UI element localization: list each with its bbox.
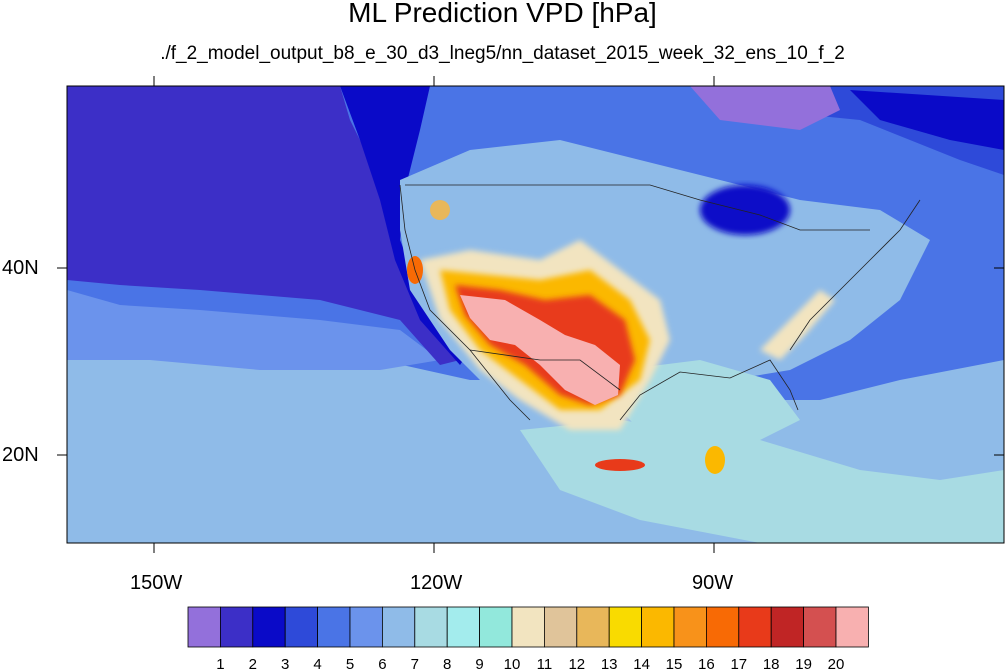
field-canada-blue [430,86,1004,175]
colorbar-tick-label: 2 [249,656,257,672]
colorbar-tick-label: 6 [378,656,386,672]
vpd-field [67,86,1004,543]
colorbar-tick-label: 1 [216,656,224,672]
coastline-west [399,184,531,421]
field-se-coast [760,290,835,360]
x-label-90w: 90W [692,572,734,594]
colorbar-tick-label: 20 [828,656,845,672]
y-label-40n: 40N [2,257,39,279]
coastline-east [789,199,921,351]
coastlines [399,184,921,421]
field-labrador [850,90,1004,150]
border-us-mexico [469,349,621,391]
coastline-gulf [619,359,799,421]
field-sw-pink [460,295,620,405]
colorbar-swatch [641,606,675,648]
colorbar-swatch [381,606,416,648]
field-hudson [690,86,840,130]
colorbar-swatch [706,606,740,648]
colorbar-tick-label: 7 [411,656,419,672]
colorbar-swatch [576,606,610,648]
colorbar-swatch [349,606,383,648]
colorbar-tick-label: 16 [698,656,715,672]
colorbar-swatch [317,606,351,648]
colorbar-tick-label: 10 [504,656,521,672]
colorbar-swatch [284,606,319,648]
colorbar-swatch [414,606,448,648]
field-great-lakes [700,185,790,235]
axis-ticks [57,76,1004,553]
field-hot-spot-3 [430,200,450,220]
colorbar-swatch [770,606,805,648]
colorbar-tick-label: 4 [313,656,321,672]
colorbar-swatch [835,606,869,648]
y-label-20n: 20N [2,444,39,466]
colorbar-tick-label: 18 [763,656,780,672]
field-coastal-dark [340,86,470,365]
map-title: ML Prediction VPD [hPa] [348,0,657,28]
field-mid-ocean [67,290,440,370]
field-hot-spot-1 [595,459,645,471]
colorbar-swatch [544,606,578,648]
border-us-canada [405,184,870,231]
colorbar-swatch [187,606,221,648]
colorbar: 1 2 3 4 5 6 7 8 9 10 11 12 13 14 15 16 17 18 19 20 [187,606,869,672]
x-label-120w: 120W [410,572,463,594]
colorbar-swatch [673,606,707,648]
field-tropical-band [520,420,1004,543]
field-hot-spot-2 [705,446,725,474]
colorbar-tick-label: 12 [568,656,585,672]
colorbar-tick-label: 5 [346,656,354,672]
colorbar-tick-label: 19 [795,656,812,672]
x-label-150w: 150W [130,572,183,594]
colorbar-tick-label: 15 [666,656,683,672]
colorbar-swatch [252,606,286,648]
colorbar-swatch [738,606,772,648]
field-gulf [610,360,800,440]
map-frame [66,85,1005,544]
colorbar-swatch [219,606,254,648]
colorbar-tick-label: 9 [475,656,483,672]
colorbar-tick-label: 3 [281,656,289,672]
colorbar-tick-label: 14 [633,656,650,672]
map-subtitle: ./f_2_model_output_b8_e_30_d3_lneg5/nn_d… [160,43,845,64]
colorbar-swatch [446,606,481,648]
colorbar-swatch [479,606,513,648]
colorbar-tick-label: 8 [443,656,451,672]
colorbar-tick-label: 13 [601,656,618,672]
field-ne-pacific [67,86,460,365]
colorbar-tick-label: 17 [730,656,747,672]
colorbar-tick-label: 11 [537,656,553,672]
colorbar-swatch [511,606,545,648]
colorbar-swatch [608,606,643,648]
colorbar-swatch [803,606,837,648]
